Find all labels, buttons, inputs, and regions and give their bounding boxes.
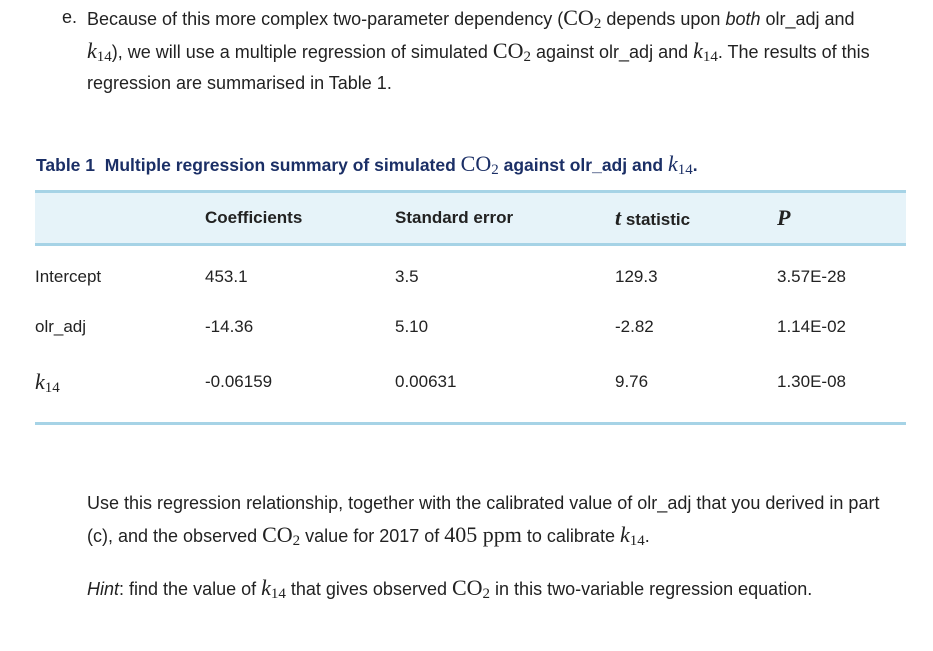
styled-run: CO2 bbox=[492, 38, 531, 65]
question-text: Because of this more complex two-paramet… bbox=[87, 2, 874, 99]
run-text: CO bbox=[563, 5, 594, 30]
subscript: 2 bbox=[292, 533, 301, 549]
table-body: Intercept 453.1 3.5 129.3 3.57E-28 olr_adj -14… bbox=[35, 245, 906, 424]
run-text: 405 ppm bbox=[444, 522, 522, 547]
instruction: Use this regression relationship, togeth… bbox=[87, 488, 907, 552]
header-cell: t statistic bbox=[615, 192, 777, 245]
table-cell: -0.06159 bbox=[205, 372, 273, 391]
text-run: that gives observed bbox=[285, 579, 452, 599]
subscript: 14 bbox=[44, 380, 60, 396]
row-label: olr_adj bbox=[35, 317, 87, 336]
text-run: olr_adj and bbox=[760, 9, 855, 29]
run-text: Hint bbox=[87, 579, 120, 599]
run-text: CO bbox=[460, 151, 492, 176]
text-run: Use this regression relationship, togeth… bbox=[87, 493, 880, 546]
styled-run: P bbox=[777, 205, 790, 230]
text-run: in this two-variable regression equation… bbox=[490, 579, 813, 599]
text-run: ), we will use a multiple regression of … bbox=[111, 42, 493, 62]
table-cell: -2.82 bbox=[615, 317, 654, 336]
table-cell: 1.30E-08 bbox=[777, 372, 846, 391]
styled-run: Hint bbox=[87, 579, 119, 599]
header-cell: Standard error bbox=[395, 208, 514, 227]
styled-run: both bbox=[725, 9, 760, 29]
table-cell: 9.76 bbox=[615, 372, 649, 391]
header-row: Coefficients Standard error t statistic P bbox=[35, 191, 906, 245]
run-text: k bbox=[693, 38, 703, 63]
table-row: Intercept 453.1 3.5 129.3 3.57E-28 bbox=[35, 245, 906, 303]
table-cell: 1.14E-02 bbox=[777, 317, 846, 336]
subscript: 2 bbox=[593, 16, 602, 32]
table-row: k14 -0.06159 0.00631 9.76 1.30E-08 bbox=[35, 352, 906, 424]
header-cell bbox=[35, 192, 205, 245]
subscript: 2 bbox=[482, 586, 491, 602]
regression-table: Coefficients Standard error t statistic P I… bbox=[35, 190, 906, 425]
run-text: P bbox=[777, 205, 791, 230]
row-label: k14 bbox=[35, 352, 205, 424]
styled-run: k14 bbox=[619, 522, 645, 549]
subscript: 14 bbox=[270, 586, 286, 602]
table-cell: 5.10 bbox=[395, 317, 429, 336]
text-run: : find the value of bbox=[119, 579, 262, 599]
subscript: 2 bbox=[491, 162, 499, 178]
question: e. Because of this more complex two-para… bbox=[62, 2, 874, 99]
table-label: Table 1 bbox=[36, 155, 96, 175]
text-run: Multiple regression summary of simulated bbox=[104, 155, 461, 175]
table-cell: -14.36 bbox=[205, 317, 254, 336]
header-cell: Coefficients bbox=[205, 208, 303, 227]
table-cell: 0.00631 bbox=[395, 372, 457, 391]
styled-run: k14 bbox=[87, 38, 112, 65]
run-text: both bbox=[725, 9, 761, 29]
text-run: . The results of this regression are sum… bbox=[87, 42, 870, 93]
styled-run: 405 ppm bbox=[444, 522, 522, 547]
text-run: depends upon bbox=[601, 9, 726, 29]
styled-run: CO2 bbox=[262, 522, 301, 549]
run-text: CO bbox=[262, 522, 293, 547]
table-cell: 129.3 bbox=[615, 267, 658, 286]
subscript: 14 bbox=[677, 162, 693, 178]
text-run: value for 2017 of bbox=[300, 526, 445, 546]
text-run: statistic bbox=[621, 210, 691, 229]
row-label: Intercept bbox=[35, 267, 102, 286]
table-caption: Table 1 Multiple regression summary of s… bbox=[36, 148, 698, 181]
styled-run: k14 bbox=[693, 38, 718, 65]
styled-run: CO2 bbox=[563, 5, 602, 32]
subscript: 14 bbox=[702, 49, 718, 65]
text-run: . bbox=[644, 526, 650, 546]
text-run: to calibrate bbox=[521, 526, 620, 546]
run-text: k bbox=[619, 522, 630, 547]
text-run: . bbox=[692, 155, 698, 175]
styled-run: k14 bbox=[667, 151, 693, 178]
caption-text: Multiple regression summary of simulated… bbox=[104, 151, 698, 178]
text-run: Because of this more complex two-paramet… bbox=[87, 9, 564, 29]
run-text: CO bbox=[451, 575, 483, 600]
subscript: 2 bbox=[523, 49, 531, 65]
styled-run: CO2 bbox=[460, 151, 499, 178]
table-cell: 3.5 bbox=[395, 267, 419, 286]
styled-run: k14 bbox=[261, 575, 286, 602]
table-cell: 453.1 bbox=[205, 267, 248, 286]
hint: Hint: find the value of k14 that gives o… bbox=[87, 572, 887, 605]
text-run: against olr_adj and bbox=[530, 42, 694, 62]
table-row: olr_adj -14.36 5.10 -2.82 1.14E-02 bbox=[35, 302, 906, 352]
subscript: 14 bbox=[96, 49, 112, 65]
run-text: k bbox=[35, 369, 45, 394]
styled-run: t bbox=[615, 205, 621, 230]
run-text: k bbox=[667, 151, 678, 176]
styled-run: k14 bbox=[35, 369, 60, 396]
styled-run: CO2 bbox=[451, 575, 491, 602]
subscript: 14 bbox=[629, 533, 645, 549]
text-run: against olr_adj and bbox=[498, 155, 668, 175]
run-text: k bbox=[261, 575, 271, 600]
header-cell: P bbox=[777, 192, 906, 245]
table-cell: 3.57E-28 bbox=[777, 267, 846, 286]
run-text: k bbox=[87, 38, 97, 63]
question-label: e. bbox=[62, 7, 78, 27]
run-text: CO bbox=[492, 38, 524, 63]
run-text: t bbox=[615, 205, 622, 230]
